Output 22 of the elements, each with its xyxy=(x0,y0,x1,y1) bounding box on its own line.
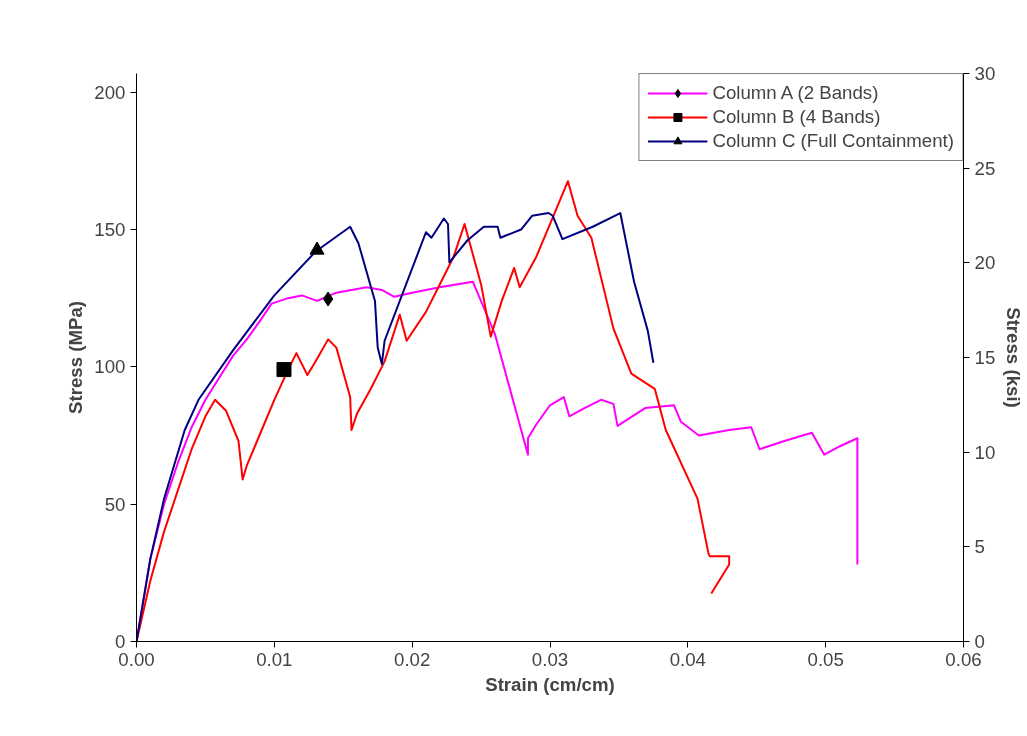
y-tick-label: 150 xyxy=(94,219,126,241)
y2-axis-title: Stress (ksi) xyxy=(1003,307,1025,408)
legend-label: Column B (4 Bands) xyxy=(712,106,881,128)
x-tick-label: 0.04 xyxy=(669,648,706,670)
y-tick-label: 200 xyxy=(94,81,126,103)
x-tick-label: 0.01 xyxy=(256,648,293,670)
x-tick-label: 0.05 xyxy=(807,648,844,670)
line-series xyxy=(136,212,655,642)
y-axis-title: Stress (MPa) xyxy=(65,300,87,415)
x-tick-label: 0.02 xyxy=(394,648,431,670)
x-axis-title: Strain (cm/cm) xyxy=(485,673,615,695)
y-tick-label: 50 xyxy=(104,493,126,515)
y2-tick-label: 15 xyxy=(974,347,996,368)
y2-tick-label: 30 xyxy=(974,63,996,84)
y2-tick-label: 10 xyxy=(974,441,996,463)
y2-tick-label: 5 xyxy=(974,536,985,558)
y-tick-label: 100 xyxy=(94,356,126,378)
legend-label: Column A (2 Bands) xyxy=(712,82,879,104)
y2-tick-label: 25 xyxy=(974,157,996,179)
legend-label: Column C (Full Containment) xyxy=(712,130,954,152)
y2-tick-label: 20 xyxy=(974,252,996,274)
x-tick-label: 0.03 xyxy=(531,648,569,670)
